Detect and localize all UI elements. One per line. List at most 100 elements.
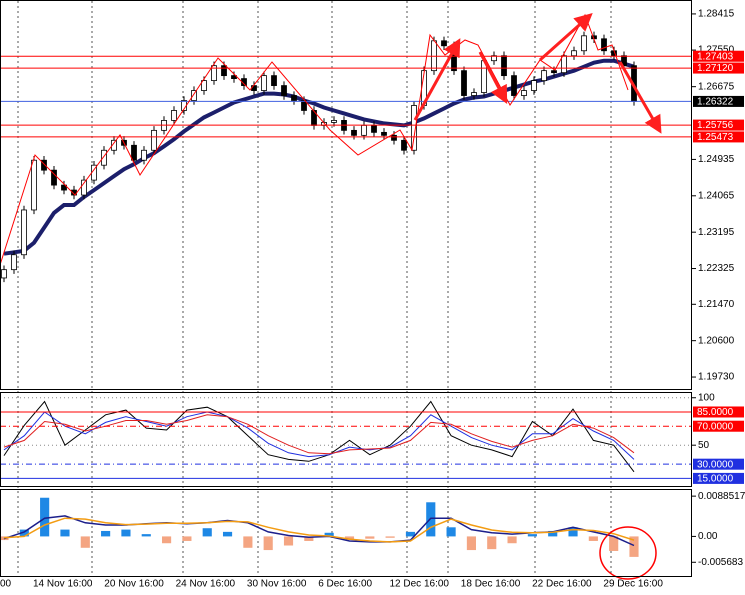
histogram-bar bbox=[568, 527, 578, 537]
candle-body bbox=[351, 129, 357, 136]
moving-average bbox=[3, 58, 635, 256]
histogram-bar bbox=[588, 536, 598, 541]
candle-body bbox=[531, 80, 537, 91]
histogram-bar bbox=[324, 532, 334, 537]
histogram-bar bbox=[141, 534, 151, 537]
level-label: 70.0000 bbox=[697, 421, 734, 432]
candle-body bbox=[131, 144, 137, 161]
histogram-bar bbox=[182, 536, 192, 541]
candle-body bbox=[271, 75, 277, 86]
x-tick-label: 29 Dec 16:00 bbox=[603, 579, 663, 590]
candle-body bbox=[51, 169, 57, 186]
level-label-bg bbox=[693, 62, 744, 74]
level-label-bg bbox=[693, 406, 744, 418]
histogram-bar bbox=[162, 536, 172, 544]
x-tick-label: 6 Dec 16:00 bbox=[318, 579, 372, 590]
histogram-bar bbox=[446, 527, 456, 537]
level-label: 1.27403 bbox=[697, 51, 734, 62]
y-tick-label: 1.24935 bbox=[698, 154, 735, 165]
candle-body bbox=[541, 70, 547, 82]
x-tick-label: 24 Nov 16:00 bbox=[176, 579, 236, 590]
candle-body bbox=[561, 55, 567, 74]
candle-body bbox=[291, 95, 297, 101]
level-label: 15.0000 bbox=[697, 474, 734, 485]
arrow bbox=[618, 61, 662, 134]
candle-body bbox=[601, 38, 607, 52]
x-tick-label: 14 Nov 16:00 bbox=[33, 579, 93, 590]
histogram-bar bbox=[426, 502, 436, 537]
histogram-bar bbox=[101, 530, 111, 537]
histogram-bar bbox=[304, 536, 314, 541]
histogram-bar bbox=[283, 536, 294, 546]
candle-body bbox=[211, 65, 217, 82]
histogram-bar bbox=[527, 534, 537, 537]
histogram-bar bbox=[507, 536, 517, 544]
candle-body bbox=[571, 50, 577, 57]
level-label: 30.0000 bbox=[697, 459, 734, 470]
histogram-bar bbox=[263, 536, 273, 551]
candle-body bbox=[501, 55, 507, 77]
y-tick-label: 1.23195 bbox=[698, 227, 735, 238]
arrow bbox=[539, 13, 593, 62]
oscillator-line bbox=[3, 411, 635, 460]
candle-body bbox=[171, 110, 177, 121]
candle-body bbox=[221, 65, 227, 77]
arrow bbox=[413, 38, 461, 121]
y-tick-label: 1.20600 bbox=[698, 335, 735, 346]
histogram-bar bbox=[405, 531, 416, 537]
level-label-bg bbox=[693, 458, 744, 470]
candle-body bbox=[371, 124, 377, 133]
macd-frame bbox=[0, 489, 692, 577]
candle-body bbox=[431, 40, 437, 72]
y-tick-label: 1.24065 bbox=[698, 190, 735, 201]
oscillator-frame bbox=[0, 392, 692, 487]
candle-body bbox=[471, 92, 477, 96]
candle-body bbox=[621, 55, 627, 67]
candle-body bbox=[361, 124, 367, 136]
main-frame bbox=[0, 0, 692, 390]
histogram-bar bbox=[40, 497, 50, 537]
histogram-bar bbox=[243, 536, 253, 548]
y-tick-label: -0.005683 bbox=[698, 557, 743, 568]
y-tick-label: 1.26675 bbox=[698, 81, 735, 92]
level-label: 1.27120 bbox=[697, 63, 734, 74]
level-label: 1.26322 bbox=[697, 97, 734, 108]
level-label: 1.25473 bbox=[697, 132, 734, 143]
candle-body bbox=[441, 40, 447, 47]
candle-body bbox=[151, 129, 157, 151]
histogram-bar bbox=[344, 536, 355, 541]
histogram-bar bbox=[629, 536, 639, 557]
histogram-bar bbox=[19, 529, 29, 537]
level-label-bg bbox=[693, 131, 744, 143]
candle-body bbox=[11, 254, 17, 271]
y-tick-label: 0.00 bbox=[698, 531, 718, 542]
candle-body bbox=[61, 184, 67, 191]
candle-body bbox=[511, 75, 517, 96]
frames bbox=[0, 0, 692, 577]
candle-body bbox=[281, 85, 287, 96]
y-tick-label: 1.21470 bbox=[698, 299, 735, 310]
candle-body bbox=[31, 159, 37, 211]
level-label: 1.25756 bbox=[697, 120, 734, 131]
histogram-bar bbox=[365, 536, 375, 539]
histogram-bar bbox=[548, 530, 558, 537]
candle-body bbox=[41, 159, 47, 171]
x-tick-label: 30 Nov 16:00 bbox=[247, 579, 307, 590]
oscillator-line bbox=[3, 400, 635, 473]
level-label-bg bbox=[693, 50, 744, 62]
y-tick-label: 1.22325 bbox=[698, 263, 735, 274]
candle-body bbox=[581, 35, 587, 52]
arrow bbox=[478, 51, 508, 104]
level-label-bg bbox=[693, 420, 744, 432]
histogram-bar bbox=[609, 536, 619, 551]
y-tick-label: 1.28415 bbox=[698, 9, 735, 20]
y-tick-label: 50 bbox=[698, 440, 710, 451]
x-tick-label: 12 Dec 16:00 bbox=[390, 579, 450, 590]
candle-body bbox=[81, 179, 87, 196]
histogram-bar bbox=[121, 529, 131, 537]
x-tick-label: 20 Nov 16:00 bbox=[104, 579, 164, 590]
y-tick-label: 1.19730 bbox=[698, 372, 735, 383]
macd-line bbox=[3, 517, 635, 543]
